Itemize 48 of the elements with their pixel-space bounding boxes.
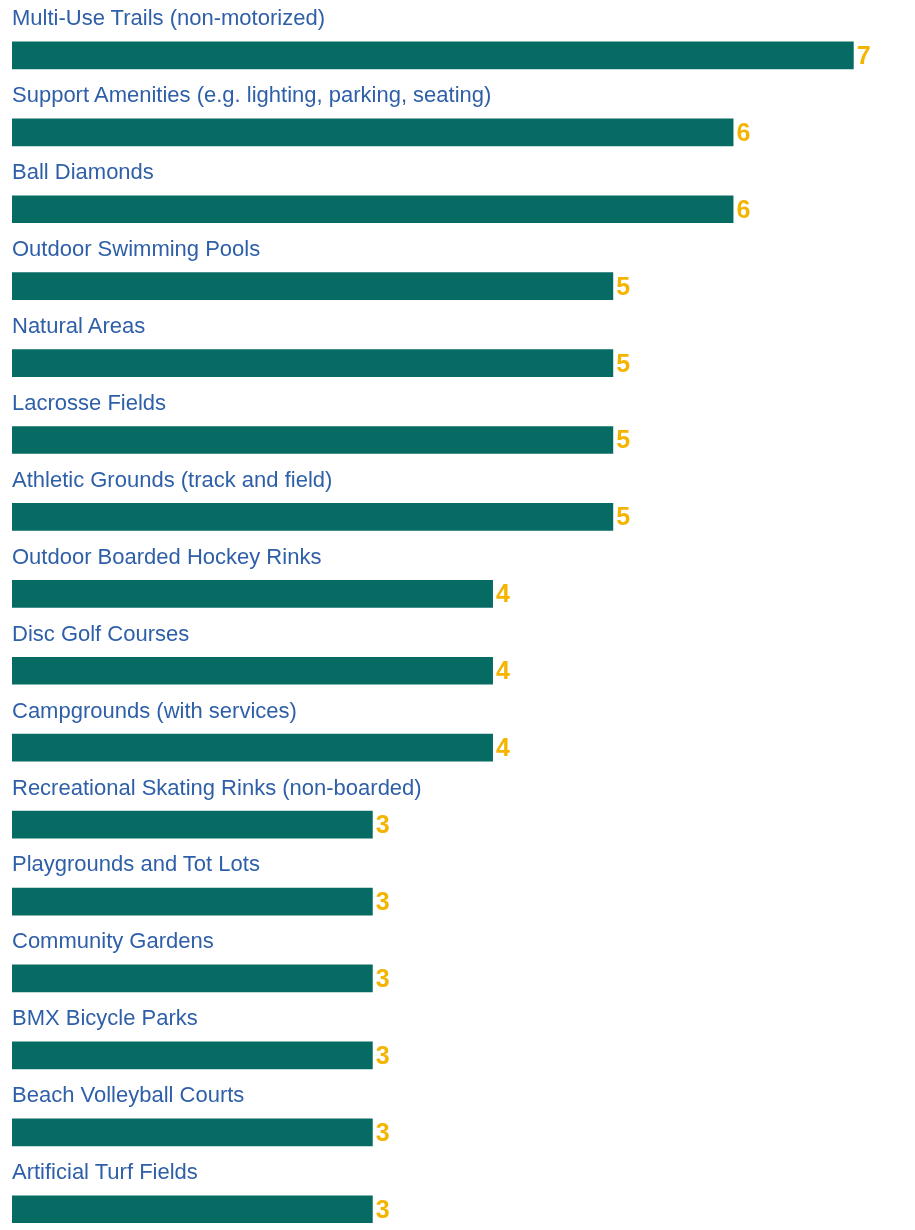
data-label: 6 <box>736 194 751 223</box>
bar <box>12 41 854 70</box>
data-label: 3 <box>375 1117 390 1146</box>
data-label: 5 <box>616 348 631 377</box>
bar <box>12 1195 373 1224</box>
bar <box>12 810 373 839</box>
bar <box>12 580 493 608</box>
y-tick-label: Natural Areas <box>12 313 146 338</box>
data-label: 4 <box>495 579 510 608</box>
y-tick-label: Multi-Use Trails (non-motorized) <box>12 5 325 30</box>
y-tick-label: Outdoor Swimming Pools <box>12 236 261 261</box>
data-label: 4 <box>495 733 510 762</box>
y-tick-label: Lacrosse Fields <box>12 390 167 415</box>
data-label: 4 <box>495 656 510 685</box>
bar <box>12 733 493 762</box>
data-label: 5 <box>616 271 631 300</box>
y-tick-label: Athletic Grounds (track and field) <box>12 467 333 492</box>
bar <box>12 349 614 377</box>
data-label: 3 <box>375 1040 390 1069</box>
data-label: 7 <box>856 40 871 69</box>
y-tick-label: Artificial Turf Fields <box>12 1159 198 1184</box>
y-tick-label: Playgrounds and Tot Lots <box>12 851 260 876</box>
bar <box>12 964 373 993</box>
bar <box>12 1118 373 1147</box>
y-tick-label: Campgrounds (with services) <box>12 698 297 723</box>
y-tick-label: Community Gardens <box>12 928 214 953</box>
bar <box>12 195 734 224</box>
data-label: 5 <box>616 425 631 454</box>
data-label: 5 <box>616 502 631 531</box>
y-tick-label: Beach Volleyball Courts <box>12 1082 245 1107</box>
y-tick-label: Outdoor Boarded Hockey Rinks <box>12 544 322 569</box>
data-label: 3 <box>375 887 390 916</box>
data-label: 3 <box>375 1194 390 1223</box>
data-label: 3 <box>375 963 390 992</box>
y-tick-label: Recreational Skating Rinks (non-boarded) <box>12 775 422 800</box>
bar <box>12 656 493 685</box>
y-tick-label: BMX Bicycle Parks <box>12 1005 198 1030</box>
bar <box>12 272 614 300</box>
bar <box>12 426 614 454</box>
bar <box>12 887 373 916</box>
bar <box>12 1041 373 1070</box>
y-tick-label: Disc Golf Courses <box>12 621 190 646</box>
data-label: 3 <box>375 810 390 839</box>
bar <box>12 118 734 147</box>
y-tick-label: Support Amenities (e.g. lighting, parking, seating) <box>12 82 492 107</box>
bar <box>12 503 614 531</box>
y-tick-label: Ball Diamonds <box>12 159 154 184</box>
data-label: 6 <box>736 117 751 146</box>
